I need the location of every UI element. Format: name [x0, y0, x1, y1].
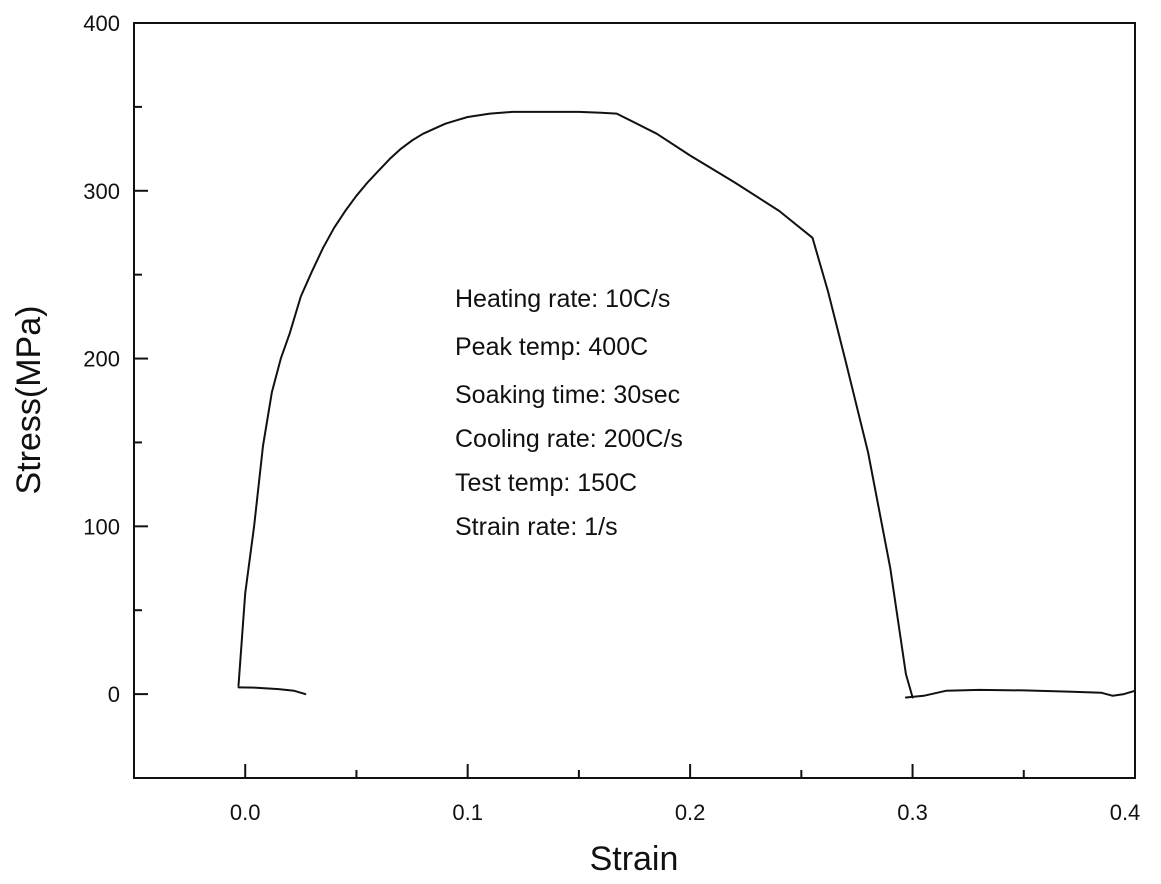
y-tick-label: 400: [83, 11, 120, 36]
annotation-cooling-rate: Cooling rate: 200C/s: [455, 425, 683, 453]
series-line-1: [237, 686, 307, 696]
annotation-test-temp: Test temp: 150C: [455, 469, 637, 497]
y-tick-label: 300: [83, 179, 120, 204]
y-tick-label: 0: [108, 682, 120, 707]
annotation-block: Heating rate: 10C/s Peak temp: 400C Soak…: [455, 285, 683, 541]
y-tick-label: 200: [83, 347, 120, 372]
x-tick-label: 0.1: [452, 800, 483, 825]
x-axis-ticks: [133, 764, 1136, 778]
series-group: [237, 110, 1136, 699]
x-tick-label: 0.3: [897, 800, 928, 825]
x-tick-label: 0.4: [1110, 800, 1141, 825]
y-tick-label: 100: [83, 514, 120, 539]
plot-frame: [133, 22, 1136, 779]
y-axis-tick-labels: 0 100 200 300 400: [83, 11, 120, 707]
x-tick-label: 0.0: [230, 800, 261, 825]
y-axis-title: Stress(MPa): [10, 306, 48, 495]
annotation-peak-temp: Peak temp: 400C: [455, 333, 648, 361]
x-tick-label: 0.2: [675, 800, 706, 825]
annotation-strain-rate: Strain rate: 1/s: [455, 513, 618, 541]
annotation-soaking-time: Soaking time: 30sec: [455, 381, 680, 409]
x-axis-tick-labels: 0.0 0.1 0.2 0.3 0.4: [230, 800, 1140, 825]
y-axis-ticks: [134, 22, 148, 779]
series-line-2: [904, 688, 1136, 699]
annotation-heating-rate: Heating rate: 10C/s: [455, 285, 670, 313]
x-axis-title: Strain: [590, 840, 679, 878]
series-line-0: [237, 110, 914, 699]
